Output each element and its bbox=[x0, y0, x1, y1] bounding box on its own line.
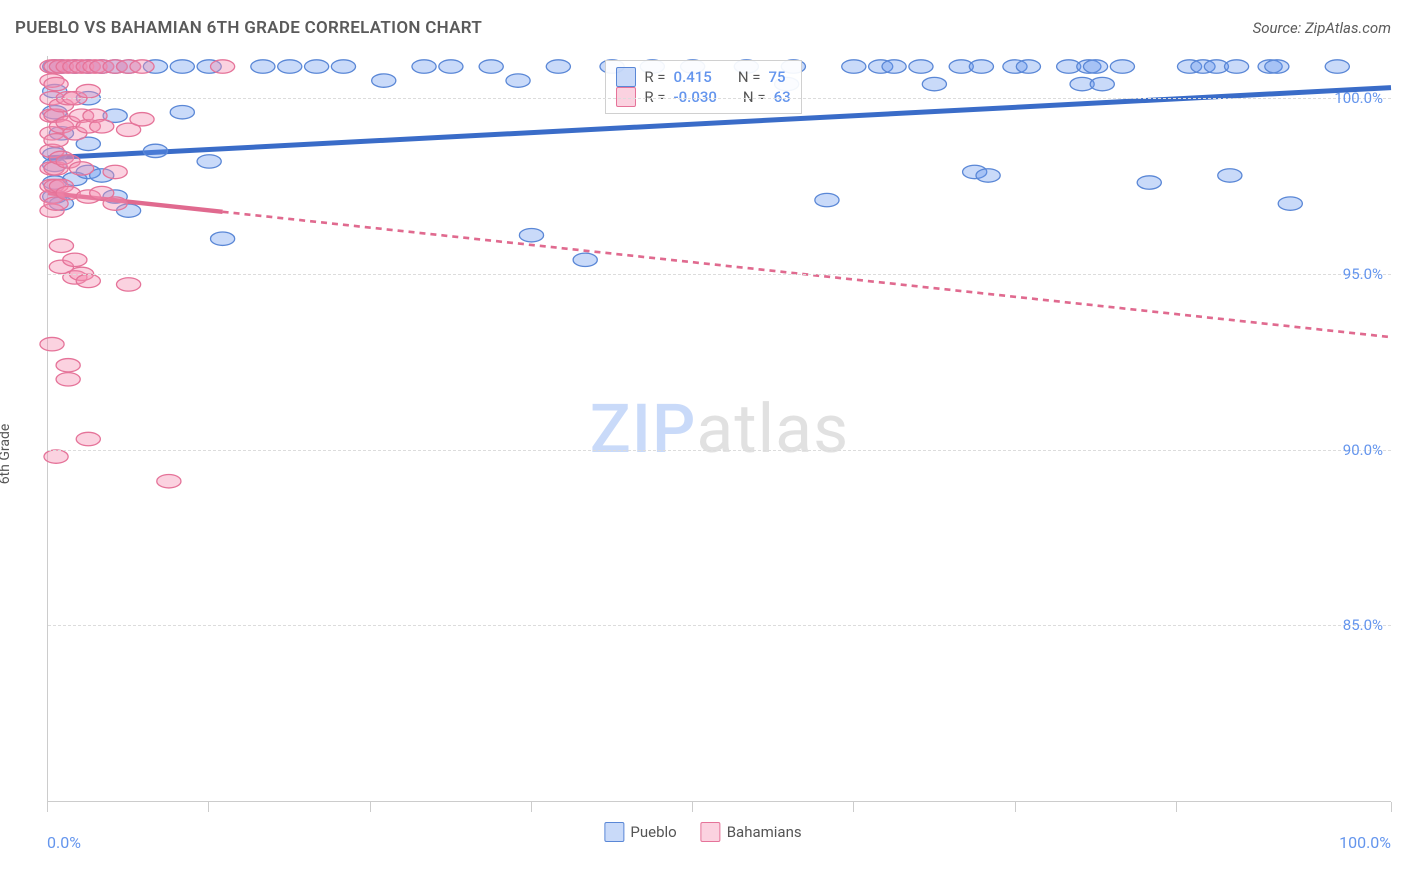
correlation-box: R =0.415N =75R =-0.030N =63 bbox=[605, 60, 801, 114]
legend-label: Bahamians bbox=[727, 823, 802, 841]
x-tick bbox=[692, 802, 693, 812]
bahamians-point bbox=[130, 113, 154, 126]
pueblo-point bbox=[1090, 77, 1114, 90]
pueblo-point bbox=[882, 60, 906, 73]
chart-header: PUEBLO VS BAHAMIAN 6TH GRADE CORRELATION… bbox=[15, 18, 1391, 38]
corr-n-label: N = bbox=[738, 68, 761, 86]
pueblo-point bbox=[372, 74, 396, 87]
pueblo-point bbox=[439, 60, 463, 73]
chart-source: Source: ZipAtlas.com bbox=[1253, 19, 1391, 37]
bahamians-point bbox=[56, 373, 80, 386]
pueblo-point bbox=[1083, 60, 1107, 73]
legend-swatch-icon bbox=[616, 87, 636, 107]
pueblo-point bbox=[1218, 169, 1242, 182]
pueblo-point bbox=[546, 60, 570, 73]
gridline bbox=[48, 98, 1391, 99]
pueblo-point bbox=[211, 232, 235, 245]
legend-item: Pueblo bbox=[604, 822, 676, 842]
pueblo-point bbox=[143, 144, 167, 157]
corr-n-value: 63 bbox=[774, 88, 791, 106]
pueblo-point bbox=[969, 60, 993, 73]
pueblo-point bbox=[573, 253, 597, 266]
pueblo-point bbox=[1110, 60, 1134, 73]
bahamians-point bbox=[130, 60, 154, 73]
corr-n-value: 75 bbox=[768, 68, 785, 86]
pueblo-point bbox=[412, 60, 436, 73]
bahamians-point bbox=[116, 278, 140, 291]
corr-r-value: 0.415 bbox=[674, 68, 712, 86]
bahamians-point bbox=[76, 84, 100, 97]
pueblo-point bbox=[1016, 60, 1040, 73]
pueblo-point bbox=[1278, 197, 1302, 210]
bahamians-point bbox=[40, 337, 64, 350]
pueblo-point bbox=[506, 74, 530, 87]
bahamians-point bbox=[49, 239, 73, 252]
pueblo-point bbox=[815, 193, 839, 206]
pueblo-point bbox=[1224, 60, 1248, 73]
pueblo-point bbox=[170, 106, 194, 119]
bahamians-point bbox=[44, 77, 68, 90]
gridline bbox=[48, 625, 1391, 626]
plot-svg bbox=[48, 56, 1391, 801]
x-tick bbox=[853, 802, 854, 812]
y-tick-label: 95.0% bbox=[1343, 265, 1383, 283]
x-tick bbox=[208, 802, 209, 812]
legend-swatch-icon bbox=[604, 822, 624, 842]
x-tick bbox=[1015, 802, 1016, 812]
corr-r-label: R = bbox=[644, 68, 665, 86]
pueblo-point bbox=[197, 155, 221, 168]
bahamians-point bbox=[211, 60, 235, 73]
corr-n-label: N = bbox=[743, 88, 766, 106]
pueblo-point bbox=[519, 229, 543, 242]
pueblo-point bbox=[305, 60, 329, 73]
pueblo-point bbox=[278, 60, 302, 73]
x-tick-label: 0.0% bbox=[47, 833, 81, 852]
pueblo-point bbox=[479, 60, 503, 73]
legend-label: Pueblo bbox=[630, 823, 676, 841]
y-tick-label: 85.0% bbox=[1343, 616, 1383, 634]
bahamians-point bbox=[157, 475, 181, 488]
bahamians-point bbox=[63, 253, 87, 266]
pueblo-point bbox=[170, 60, 194, 73]
bahamians-point bbox=[76, 274, 100, 287]
y-tick-label: 100.0% bbox=[1334, 89, 1383, 107]
pueblo-point bbox=[331, 60, 355, 73]
pueblo-point bbox=[1325, 60, 1349, 73]
gridline bbox=[48, 450, 1391, 451]
legend-item: Bahamians bbox=[701, 822, 802, 842]
legend-swatch-icon bbox=[616, 67, 636, 87]
legend: Pueblo Bahamians bbox=[604, 822, 801, 842]
bahamians-point bbox=[103, 165, 127, 178]
pueblo-point bbox=[1265, 60, 1289, 73]
bahamians-point bbox=[44, 450, 68, 463]
bahamians-point bbox=[76, 432, 100, 445]
x-tick bbox=[1176, 802, 1177, 812]
x-tick bbox=[1391, 802, 1392, 812]
corr-r-label: R = bbox=[644, 88, 665, 106]
legend-swatch-icon bbox=[701, 822, 721, 842]
y-axis-label: 6th Grade bbox=[0, 424, 13, 485]
corr-r-value: -0.030 bbox=[674, 88, 717, 106]
pueblo-point bbox=[251, 60, 275, 73]
correlation-row: R = 0.415 N = 75 bbox=[616, 67, 790, 87]
bahamians-point bbox=[69, 162, 93, 175]
chart-area: 6th Grade ZIPatlas R =0.415N =75R =-0.03… bbox=[15, 56, 1391, 852]
pueblo-point bbox=[909, 60, 933, 73]
x-tick-label: 100.0% bbox=[1339, 833, 1391, 852]
x-tick bbox=[370, 802, 371, 812]
correlation-row: R = -0.030 N = 63 bbox=[616, 87, 790, 107]
pueblo-point bbox=[1137, 176, 1161, 189]
gridline bbox=[48, 274, 1391, 275]
bahamians-point bbox=[90, 120, 114, 133]
bahamians-point bbox=[56, 359, 80, 372]
y-tick-label: 90.0% bbox=[1343, 441, 1383, 459]
plot-area: ZIPatlas R =0.415N =75R =-0.030N =63 85.… bbox=[47, 56, 1391, 802]
pueblo-point bbox=[976, 169, 1000, 182]
pueblo-point bbox=[922, 77, 946, 90]
x-tick bbox=[531, 802, 532, 812]
x-tick bbox=[47, 802, 48, 812]
pueblo-point bbox=[842, 60, 866, 73]
chart-title: PUEBLO VS BAHAMIAN 6TH GRADE CORRELATION… bbox=[15, 18, 482, 38]
bahamians-point bbox=[103, 197, 127, 210]
